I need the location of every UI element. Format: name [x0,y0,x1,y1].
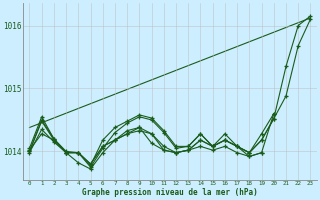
X-axis label: Graphe pression niveau de la mer (hPa): Graphe pression niveau de la mer (hPa) [82,188,258,197]
